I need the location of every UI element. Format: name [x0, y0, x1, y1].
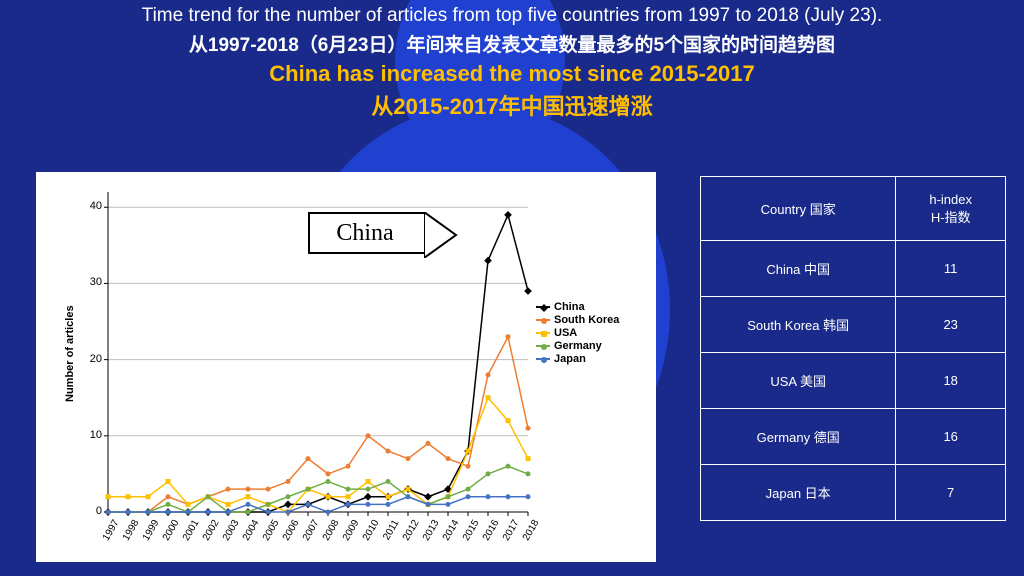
- table-row: USA 美国18: [701, 353, 1006, 409]
- table-cell: Germany 德国: [701, 409, 896, 465]
- hindex-table: Country 国家h-indexH-指数China 中国11South Kor…: [700, 176, 1006, 521]
- annotation-text: China: [336, 220, 393, 247]
- y-axis-label: Number of articles: [64, 305, 76, 402]
- table-cell: Japan 日本: [701, 465, 896, 521]
- legend-label: China: [554, 301, 585, 313]
- table-row: Germany 德国16: [701, 409, 1006, 465]
- table-row: South Korea 韩国23: [701, 297, 1006, 353]
- table-cell: 18: [896, 353, 1006, 409]
- legend-item: Germany: [536, 340, 619, 352]
- chart-container: Number of articles 010203040 19971998199…: [36, 172, 656, 562]
- china-annotation: China: [308, 212, 426, 254]
- y-tick-label: 10: [78, 429, 102, 441]
- legend-item: South Korea: [536, 314, 619, 326]
- y-tick-label: 20: [78, 353, 102, 365]
- subtitle-zh: 从2015-2017年中国迅速增涨: [0, 89, 1024, 121]
- arrow-icon: [424, 212, 458, 258]
- title-block: Time trend for the number of articles fr…: [0, 4, 1024, 121]
- table-cell: USA 美国: [701, 353, 896, 409]
- legend-label: South Korea: [554, 314, 619, 326]
- legend-label: USA: [554, 327, 577, 339]
- y-tick-label: 0: [78, 505, 102, 517]
- table-row: China 中国11: [701, 241, 1006, 297]
- y-tick-label: 40: [78, 200, 102, 212]
- table-cell: 16: [896, 409, 1006, 465]
- subtitle-en: China has increased the most since 2015-…: [0, 61, 1024, 87]
- table-cell: China 中国: [701, 241, 896, 297]
- chart-legend: ChinaSouth KoreaUSAGermanyJapan: [536, 300, 619, 366]
- table-cell: South Korea 韩国: [701, 297, 896, 353]
- y-tick-label: 30: [78, 276, 102, 288]
- legend-label: Germany: [554, 340, 602, 352]
- table-row: Japan 日本7: [701, 465, 1006, 521]
- legend-item: Japan: [536, 353, 619, 365]
- table-cell: 11: [896, 241, 1006, 297]
- table-header: Country 国家: [701, 177, 896, 241]
- title-zh: 从1997-2018（6月23日）年间来自发表文章数量最多的5个国家的时间趋势图: [0, 30, 1024, 57]
- table-cell: 23: [896, 297, 1006, 353]
- table-cell: 7: [896, 465, 1006, 521]
- legend-label: Japan: [554, 353, 586, 365]
- chart-plot: 010203040 199719981999200020012002200320…: [108, 192, 528, 512]
- table-header: h-indexH-指数: [896, 177, 1006, 241]
- legend-item: USA: [536, 327, 619, 339]
- legend-item: China: [536, 301, 619, 313]
- title-en: Time trend for the number of articles fr…: [0, 4, 1024, 28]
